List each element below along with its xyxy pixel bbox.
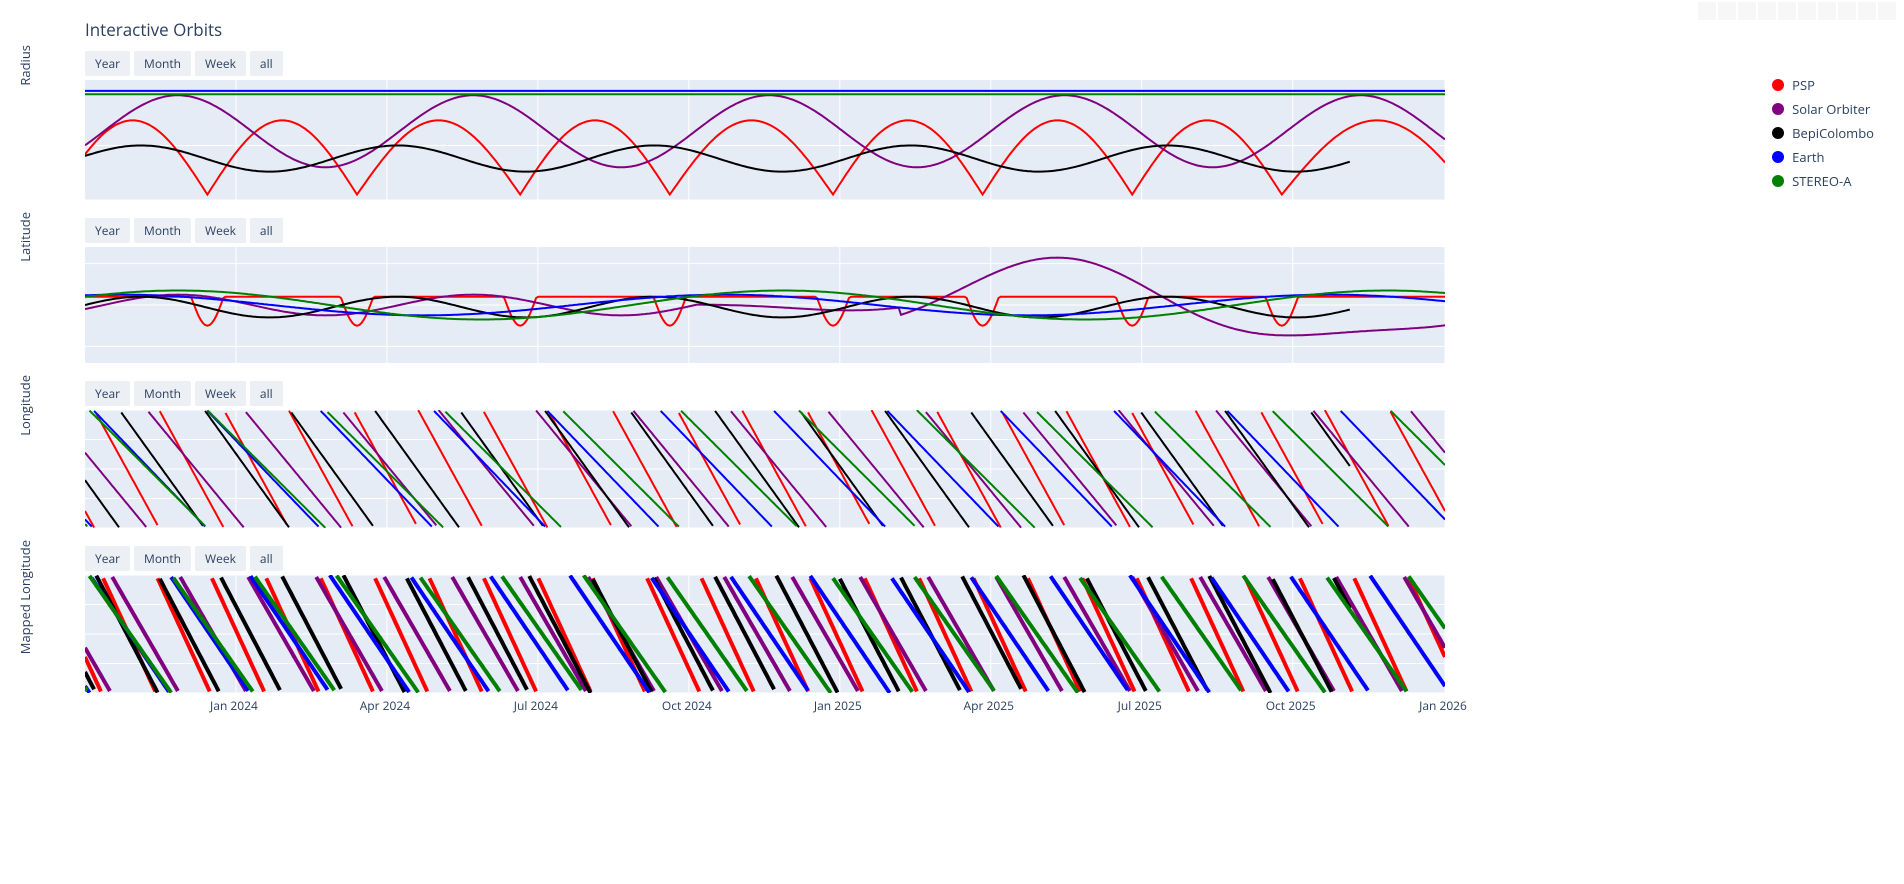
range-button-week[interactable]: Week — [195, 546, 246, 571]
legend-label: PSP — [1792, 76, 1815, 94]
range-button-year[interactable]: Year — [85, 218, 130, 243]
legend-swatch — [1772, 127, 1784, 139]
range-buttons-mapped-longitude: YearMonthWeekall — [85, 546, 1484, 571]
x-tick-label: Jul 2025 — [1118, 697, 1162, 714]
legend-label: BepiColombo — [1792, 124, 1874, 142]
legend-item-psp[interactable]: PSP — [1772, 76, 1874, 94]
x-tick-label: Oct 2025 — [1266, 697, 1316, 714]
range-buttons-latitude: YearMonthWeekall — [85, 218, 1484, 243]
range-button-year[interactable]: Year — [85, 381, 130, 406]
legend-item-solar-orbiter[interactable]: Solar Orbiter — [1772, 100, 1874, 118]
range-button-week[interactable]: Week — [195, 51, 246, 76]
range-button-month[interactable]: Month — [134, 51, 191, 76]
yaxis-label-latitude: Latitude — [15, 212, 35, 262]
yaxis-label-radius: Radius — [15, 45, 35, 86]
page-title: Interactive Orbits — [85, 18, 1864, 41]
legend[interactable]: PSP Solar Orbiter BepiColombo Earth STEREO-A — [1772, 70, 1874, 196]
series-solar-orbiter[interactable] — [85, 95, 1445, 167]
range-buttons-longitude: YearMonthWeekall — [85, 381, 1484, 406]
range-button-week[interactable]: Week — [195, 218, 246, 243]
range-button-month[interactable]: Month — [134, 546, 191, 571]
plot-latitude[interactable]: -20020 — [85, 247, 1445, 363]
x-tick-label: Apr 2025 — [964, 697, 1014, 714]
plot-radius[interactable]: 00.51 — [85, 80, 1445, 200]
yaxis-label-mapped-longitude: Mapped Longitude — [15, 540, 35, 654]
legend-swatch — [1772, 175, 1784, 187]
legend-item-bepicolombo[interactable]: BepiColombo — [1772, 124, 1874, 142]
range-button-month[interactable]: Month — [134, 218, 191, 243]
x-tick-label: Jul 2024 — [514, 697, 558, 714]
plot-longitude[interactable]: 090180270360 — [85, 410, 1445, 528]
x-tick-label: Jan 2024 — [210, 697, 258, 714]
range-button-all[interactable]: all — [250, 546, 283, 571]
range-button-year[interactable]: Year — [85, 546, 130, 571]
plot-mapped-longitude[interactable]: 090180270360 — [85, 575, 1445, 693]
range-button-all[interactable]: all — [250, 218, 283, 243]
range-button-month[interactable]: Month — [134, 381, 191, 406]
range-button-year[interactable]: Year — [85, 51, 130, 76]
yaxis-label-longitude: Longitude — [15, 375, 35, 436]
legend-label: Solar Orbiter — [1792, 100, 1870, 118]
x-tick-label: Jan 2026 — [1419, 697, 1467, 714]
legend-label: Earth — [1792, 148, 1824, 166]
x-tick-label: Apr 2024 — [360, 697, 410, 714]
legend-label: STEREO-A — [1792, 172, 1851, 190]
legend-swatch — [1772, 151, 1784, 163]
legend-swatch — [1772, 79, 1784, 91]
x-tick-label: Oct 2024 — [662, 697, 712, 714]
legend-item-earth[interactable]: Earth — [1772, 148, 1874, 166]
range-buttons-radius: YearMonthWeekall — [85, 51, 1484, 76]
legend-swatch — [1772, 103, 1784, 115]
legend-item-stereo-a[interactable]: STEREO-A — [1772, 172, 1874, 190]
plotly-modebar[interactable] — [1698, 2, 1896, 20]
range-button-all[interactable]: all — [250, 51, 283, 76]
range-button-all[interactable]: all — [250, 381, 283, 406]
series-psp[interactable] — [85, 297, 1445, 326]
range-button-week[interactable]: Week — [195, 381, 246, 406]
x-tick-label: Jan 2025 — [814, 697, 862, 714]
